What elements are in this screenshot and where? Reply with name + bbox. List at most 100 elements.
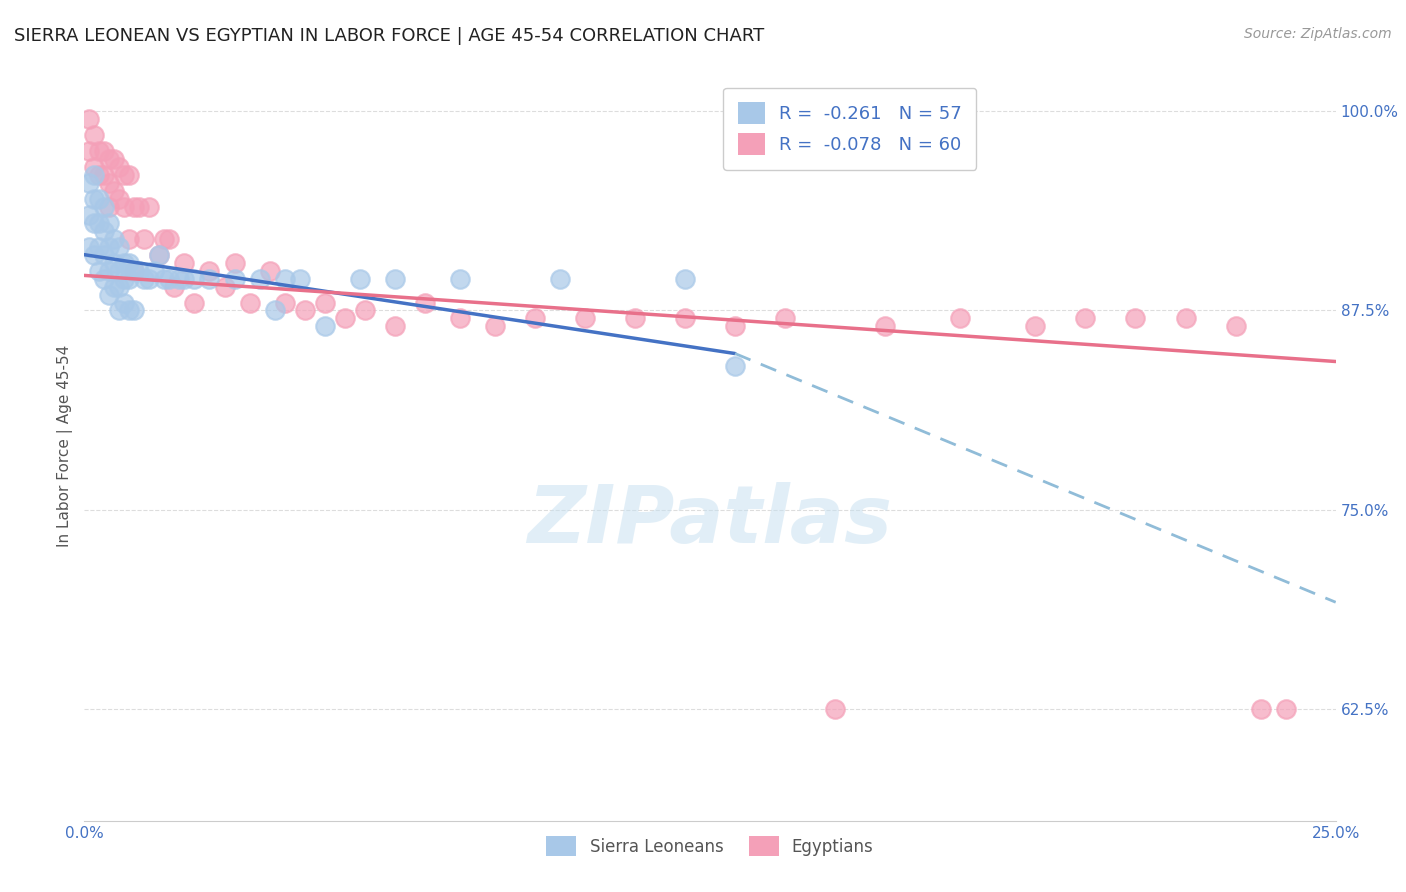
Point	[413, 295, 436, 310]
Text: SIERRA LEONEAN VS EGYPTIAN IN LABOR FORCE | AGE 45-54 CORRELATION CHART: SIERRA LEONEAN VS EGYPTIAN IN LABOR FORC…	[14, 27, 765, 45]
Point	[89, 216, 111, 230]
Point	[484, 319, 506, 334]
Point	[824, 702, 846, 716]
Point	[314, 319, 336, 334]
Point	[1274, 702, 1296, 716]
Point	[1074, 311, 1097, 326]
Point	[103, 152, 125, 166]
Point	[294, 303, 316, 318]
Point	[173, 255, 195, 269]
Point	[724, 319, 747, 334]
Point	[124, 200, 146, 214]
Point	[875, 319, 897, 334]
Point	[148, 248, 170, 262]
Point	[98, 176, 121, 190]
Point	[83, 216, 105, 230]
Point	[134, 271, 156, 285]
Point	[89, 240, 111, 254]
Point	[153, 232, 176, 246]
Point	[103, 255, 125, 269]
Point	[118, 271, 141, 285]
Point	[333, 311, 356, 326]
Point	[238, 295, 260, 310]
Point	[112, 200, 135, 214]
Point	[273, 295, 295, 310]
Point	[103, 232, 125, 246]
Point	[148, 248, 170, 262]
Point	[98, 216, 121, 230]
Point	[108, 240, 131, 254]
Point	[1125, 311, 1147, 326]
Point	[198, 263, 221, 277]
Point	[98, 152, 121, 166]
Point	[183, 295, 205, 310]
Point	[89, 263, 111, 277]
Text: Source: ZipAtlas.com: Source: ZipAtlas.com	[1244, 27, 1392, 41]
Point	[624, 311, 647, 326]
Point	[128, 263, 150, 277]
Point	[1225, 319, 1247, 334]
Point	[673, 311, 696, 326]
Point	[259, 263, 281, 277]
Point	[159, 232, 181, 246]
Point	[118, 232, 141, 246]
Point	[108, 279, 131, 293]
Point	[79, 240, 101, 254]
Point	[103, 184, 125, 198]
Point	[143, 263, 166, 277]
Point	[288, 271, 311, 285]
Point	[124, 303, 146, 318]
Point	[949, 311, 972, 326]
Point	[449, 271, 471, 285]
Point	[353, 303, 375, 318]
Point	[112, 271, 135, 285]
Point	[273, 271, 295, 285]
Point	[93, 144, 115, 158]
Point	[98, 263, 121, 277]
Point	[118, 303, 141, 318]
Point	[1174, 311, 1197, 326]
Point	[112, 255, 135, 269]
Point	[384, 271, 406, 285]
Point	[93, 248, 115, 262]
Point	[1024, 319, 1046, 334]
Point	[153, 271, 176, 285]
Point	[108, 192, 131, 206]
Y-axis label: In Labor Force | Age 45-54: In Labor Force | Age 45-54	[58, 345, 73, 547]
Point	[83, 160, 105, 174]
Point	[79, 208, 101, 222]
Point	[108, 263, 131, 277]
Point	[79, 144, 101, 158]
Point	[523, 311, 546, 326]
Point	[124, 263, 146, 277]
Point	[103, 279, 125, 293]
Point	[83, 168, 105, 182]
Point	[124, 263, 146, 277]
Point	[773, 311, 796, 326]
Point	[93, 200, 115, 214]
Point	[93, 224, 115, 238]
Point	[79, 112, 101, 127]
Point	[89, 192, 111, 206]
Point	[98, 287, 121, 301]
Point	[118, 168, 141, 182]
Point	[98, 240, 121, 254]
Point	[349, 271, 371, 285]
Point	[138, 271, 160, 285]
Point	[93, 271, 115, 285]
Point	[198, 271, 221, 285]
Point	[173, 271, 195, 285]
Point	[89, 144, 111, 158]
Point	[112, 168, 135, 182]
Point	[128, 200, 150, 214]
Point	[449, 311, 471, 326]
Point	[574, 311, 596, 326]
Point	[134, 232, 156, 246]
Point	[108, 303, 131, 318]
Point	[89, 168, 111, 182]
Text: ZIPatlas: ZIPatlas	[527, 482, 893, 560]
Point	[224, 271, 246, 285]
Point	[159, 271, 181, 285]
Point	[83, 128, 105, 142]
Point	[83, 248, 105, 262]
